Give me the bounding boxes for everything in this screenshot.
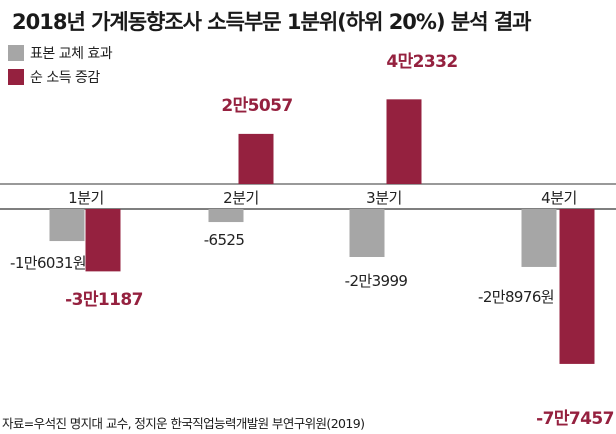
- legend-label-sample-replacement: 표본 교체 효과: [30, 46, 113, 62]
- source-note: 자료=우석진 명지대 교수, 정지운 한국직업능력개발원 부연구위원(2019): [2, 416, 365, 431]
- category-label-3: 3분기: [366, 189, 402, 207]
- category-label-2: 2분기: [223, 189, 259, 207]
- data-label-sample-1: -1만6031원: [10, 254, 86, 272]
- legend-swatch-net-income-change: [8, 69, 24, 85]
- data-label-sample-2: -6525: [204, 231, 245, 249]
- legend-swatch-sample-replacement: [8, 45, 24, 61]
- legend-item-net-income-change: 순 소득 증감: [8, 68, 100, 86]
- chart-title: 2018년 가계동향조사 소득부문 1분위(하위 20%) 분석 결과: [12, 10, 531, 34]
- bar-sample-1: [49, 209, 85, 242]
- bar-net-1: [85, 209, 121, 272]
- category-label-4: 4분기: [541, 189, 577, 207]
- data-label-net-1: -3만1187: [65, 290, 143, 310]
- bar-net-2: [238, 133, 274, 184]
- data-label-net-2: 2만5057: [221, 96, 292, 116]
- category-label-1: 1분기: [68, 189, 104, 207]
- data-label-net-3: 4만2332: [386, 52, 457, 72]
- bar-net-3: [386, 99, 422, 184]
- legend-label-net-income-change: 순 소득 증감: [30, 70, 100, 86]
- legend-item-sample-replacement: 표본 교체 효과: [8, 44, 113, 62]
- data-label-net-4: -7만7457: [536, 409, 614, 429]
- bar-sample-2: [208, 209, 244, 223]
- bar-sample-4: [521, 209, 557, 267]
- bar-sample-3: [349, 209, 385, 257]
- data-label-sample-3: -2만3999: [345, 272, 408, 290]
- data-label-sample-4: -2만8976원: [478, 288, 554, 306]
- bar-net-4: [559, 209, 595, 364]
